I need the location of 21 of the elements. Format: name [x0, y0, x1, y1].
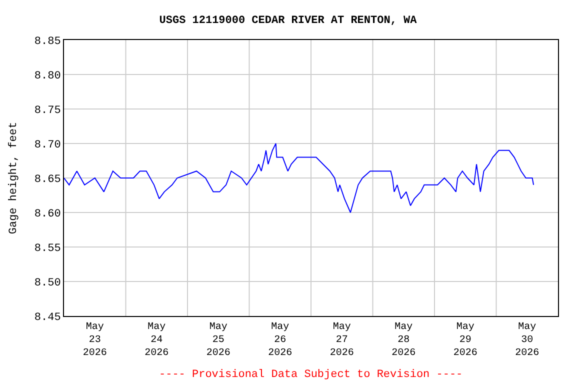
y-tick-label: 8.55	[34, 242, 61, 255]
x-tick-label: May 29 2026	[453, 322, 478, 359]
x-tick-label: May 25 2026	[206, 322, 230, 359]
y-tick-label: 8.60	[34, 208, 61, 220]
x-tick-label: May 24 2026	[144, 322, 169, 359]
x-tick-label: May 30 2026	[515, 322, 540, 359]
y-tick-label: 8.45	[34, 312, 61, 324]
x-tick-label: May 27 2026	[330, 322, 354, 359]
text: ---- Provisional Data Subject to Revision ----	[159, 369, 463, 381]
line-series	[64, 143, 534, 213]
y-tick-label: 8.85	[34, 36, 61, 48]
y-tick-label: 8.65	[34, 174, 61, 186]
x-tick-label: May 28 2026	[392, 322, 416, 359]
chart-title: USGS 12119000 CEDAR RIVER AT RENTON, WA	[159, 15, 418, 28]
y-tick-label: 8.50	[34, 277, 61, 290]
y-tick-label: 8.75	[34, 104, 61, 117]
y-tick-label: 8.70	[34, 139, 61, 152]
x-tick-label: May 23 2026	[82, 322, 107, 359]
y-tick-label: 8.80	[34, 70, 61, 82]
x-tick-label: May 26 2026	[268, 322, 292, 359]
y-axis-title: Gage height, feet	[8, 122, 20, 234]
